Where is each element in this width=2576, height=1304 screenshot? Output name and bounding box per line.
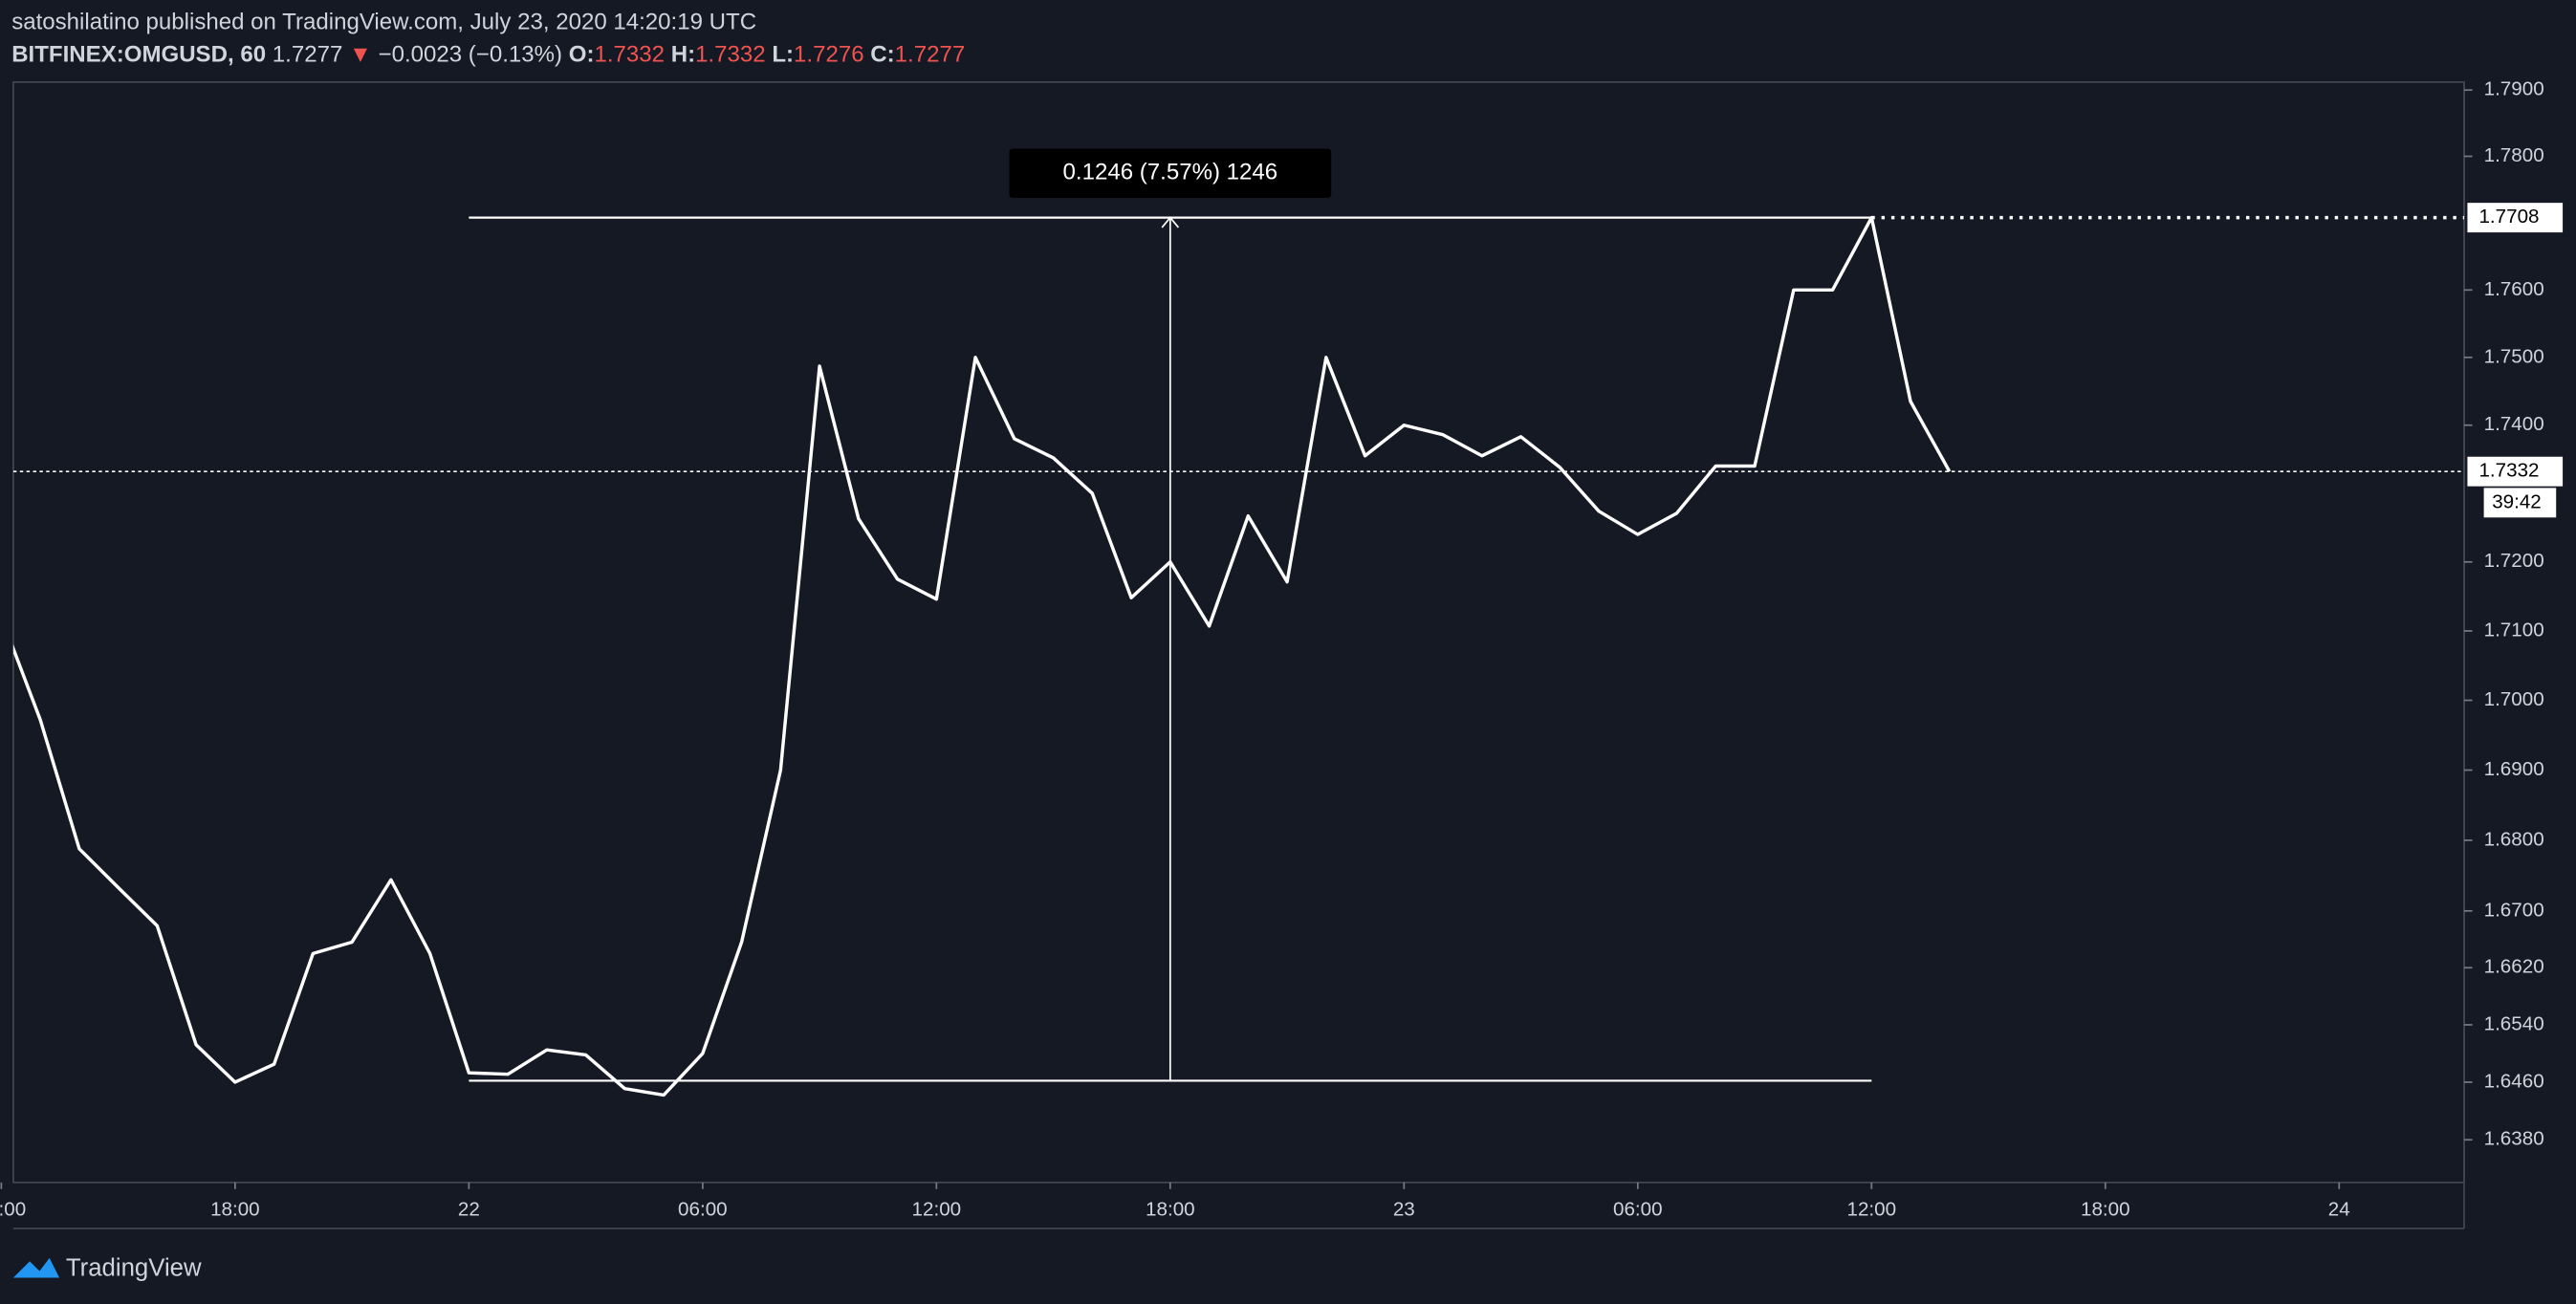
y-tick-label: 1.7000 bbox=[2484, 688, 2544, 710]
countdown-box bbox=[2483, 488, 2557, 518]
y-tick-label: 1.7400 bbox=[2484, 413, 2544, 435]
plot bbox=[12, 215, 2465, 1098]
change: −0.0023 (−0.13%) bbox=[379, 42, 563, 68]
current-price-label: 1.7332 bbox=[2478, 460, 2539, 482]
y-tick-label: 1.6460 bbox=[2484, 1070, 2544, 1092]
y-tick-label: 1.6800 bbox=[2484, 828, 2544, 850]
y-tick-label: 1.6620 bbox=[2484, 956, 2544, 978]
symbol: BITFINEX:OMGUSD, 60 bbox=[11, 42, 266, 68]
x-tick-label: 18:00 bbox=[1146, 1199, 1195, 1221]
high-price-label: 1.7708 bbox=[2478, 206, 2539, 228]
x-tick-label: 23 bbox=[1393, 1199, 1415, 1221]
x-tick-label: 06:00 bbox=[678, 1199, 728, 1221]
y-tick-label: 1.7900 bbox=[2484, 78, 2544, 100]
arrow: ▼ bbox=[349, 42, 372, 68]
brand: TradingView bbox=[66, 1255, 202, 1282]
l-label: L: bbox=[772, 42, 794, 68]
x-tick-label: 12:00 bbox=[1847, 1199, 1897, 1221]
y-tick-label: 1.7800 bbox=[2484, 144, 2544, 166]
y-tick-label: 1.6540 bbox=[2484, 1012, 2544, 1034]
x-tick-label: 12:00 bbox=[0, 1199, 26, 1221]
l: 1.7276 bbox=[794, 42, 864, 68]
x-tick-label: 12:00 bbox=[912, 1199, 962, 1221]
x-tick-label: 18:00 bbox=[2081, 1199, 2130, 1221]
current-price-box bbox=[2467, 456, 2564, 487]
high-price-box bbox=[2467, 203, 2564, 233]
y-tick-label: 1.6700 bbox=[2484, 899, 2544, 921]
y-tick-label: 1.7600 bbox=[2484, 278, 2544, 300]
c: 1.7277 bbox=[895, 42, 966, 68]
y-tick-label: 1.7200 bbox=[2484, 550, 2544, 572]
h-label: H: bbox=[671, 42, 695, 68]
measure-label: 0.1246 (7.57%) 1246 bbox=[1063, 160, 1278, 185]
y-tick-label: 1.6900 bbox=[2484, 758, 2544, 780]
last: 1.7277 bbox=[273, 42, 343, 68]
o-label: O: bbox=[569, 42, 595, 68]
y-tick-label: 1.6380 bbox=[2484, 1128, 2544, 1150]
x-tick-label: 06:00 bbox=[1613, 1199, 1663, 1221]
price-line bbox=[12, 215, 1952, 1098]
measure-arrow bbox=[1161, 216, 1180, 228]
x-tick-label: 24 bbox=[2328, 1199, 2350, 1221]
o: 1.7332 bbox=[594, 42, 665, 68]
publisher: satoshilatino published on TradingView.c… bbox=[11, 9, 756, 34]
x-tick-label: 18:00 bbox=[210, 1199, 260, 1221]
measure-box bbox=[1009, 148, 1332, 199]
y-tick-label: 1.7100 bbox=[2484, 619, 2544, 641]
symbol-line: BITFINEX:OMGUSD, 60 1.7277 ▼ −0.0023 (−0… bbox=[11, 42, 965, 68]
y-tick-label: 1.7500 bbox=[2484, 345, 2544, 367]
h: 1.7332 bbox=[695, 42, 766, 68]
c-label: C: bbox=[870, 42, 894, 68]
x-tick-label: 22 bbox=[458, 1199, 480, 1221]
countdown-label: 39:42 bbox=[2492, 490, 2542, 512]
